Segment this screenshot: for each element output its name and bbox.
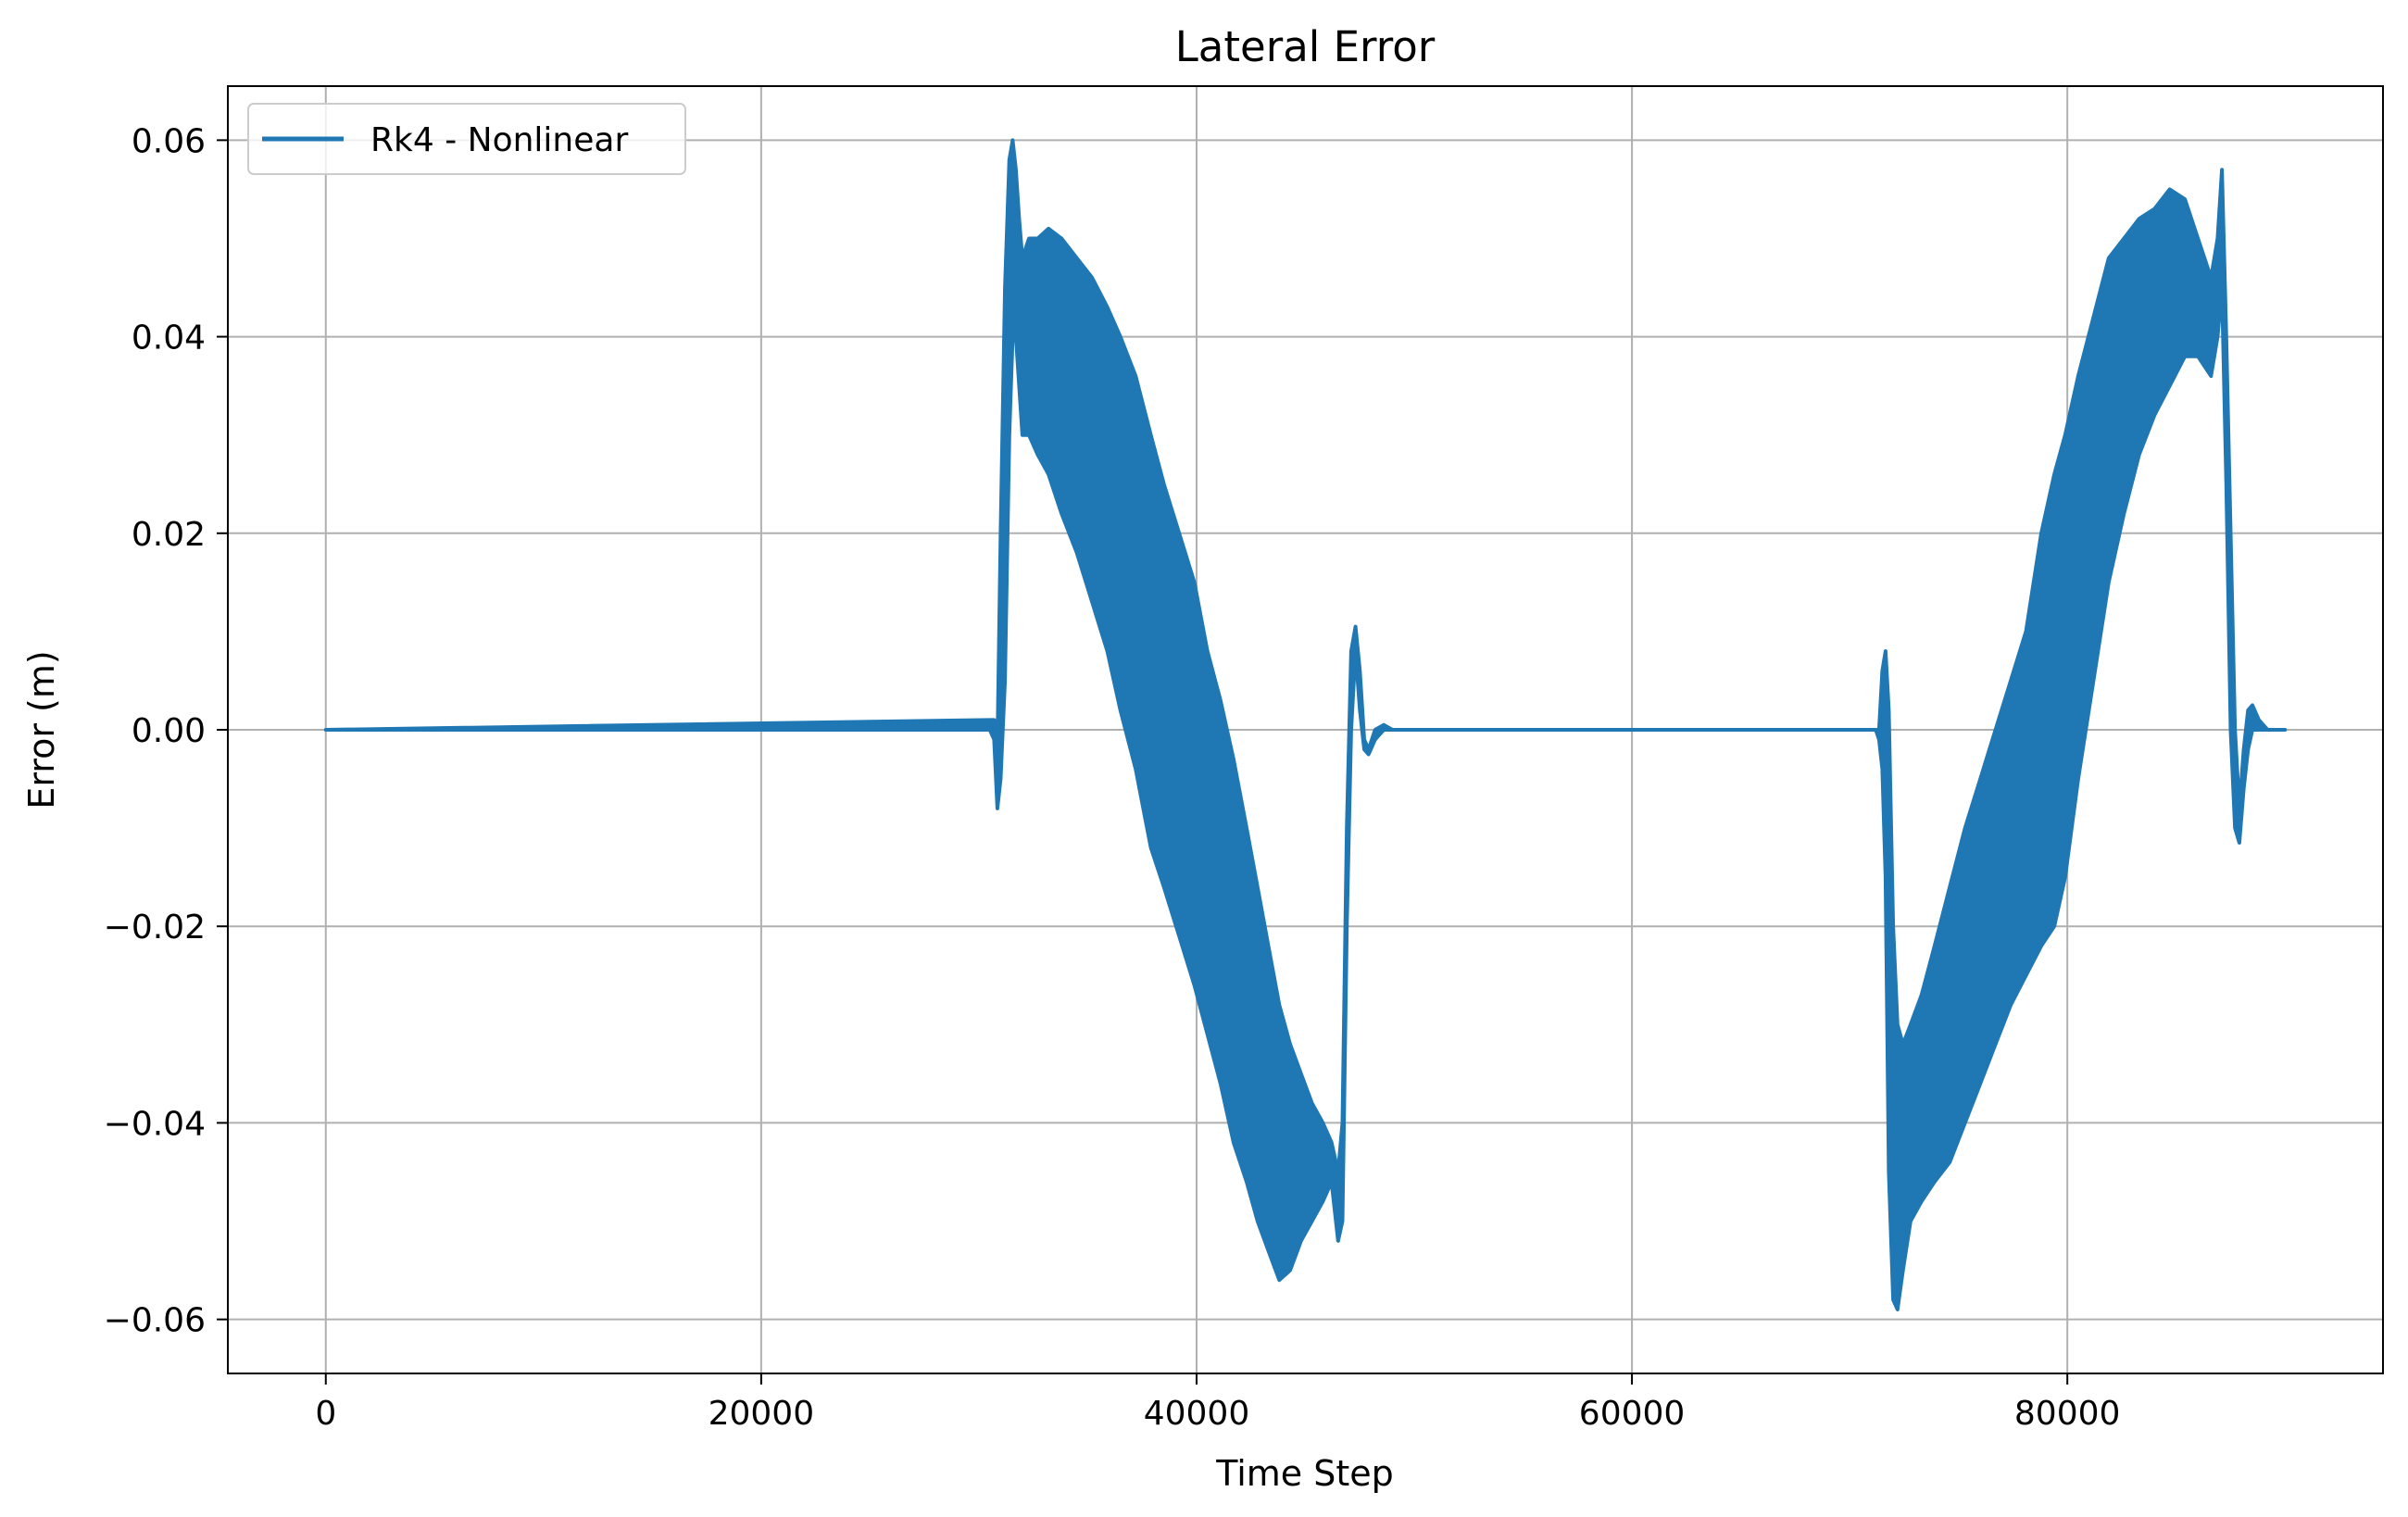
chart-title: Lateral Error (1175, 22, 1436, 71)
y-tick-label: 0.06 (132, 122, 206, 160)
x-tick-label: 80000 (2014, 1395, 2121, 1433)
x-tick-label: 40000 (1144, 1395, 1250, 1433)
x-tick-label: 60000 (1579, 1395, 1686, 1433)
y-tick-label: 0.00 (132, 712, 206, 750)
legend-label-rk4-nonlinear: Rk4 - Nonlinear (370, 121, 628, 159)
y-tick-label: 0.02 (132, 516, 206, 554)
legend: Rk4 - Nonlinear (247, 103, 686, 175)
x-tick-label: 20000 (709, 1395, 815, 1433)
series-layer (323, 138, 2288, 1311)
legend-box (247, 103, 686, 175)
y-tick-label: 0.04 (132, 320, 206, 357)
y-tick-label: −0.06 (104, 1302, 206, 1340)
y-tick-label: −0.04 (104, 1105, 206, 1143)
x-tick-label: 0 (315, 1395, 336, 1433)
series-line-rk4-nonlinear (323, 138, 2288, 1311)
y-axis-ticks: 0.06 0.04 0.02 0.00 −0.02 −0.04 −0.06 (104, 122, 228, 1340)
x-axis-title: Time Step (1215, 1453, 1394, 1494)
y-tick-label: −0.02 (104, 909, 206, 947)
x-axis-ticks: 0 20000 40000 60000 80000 (315, 1373, 2120, 1433)
y-axis-title: Error (m) (21, 650, 62, 809)
